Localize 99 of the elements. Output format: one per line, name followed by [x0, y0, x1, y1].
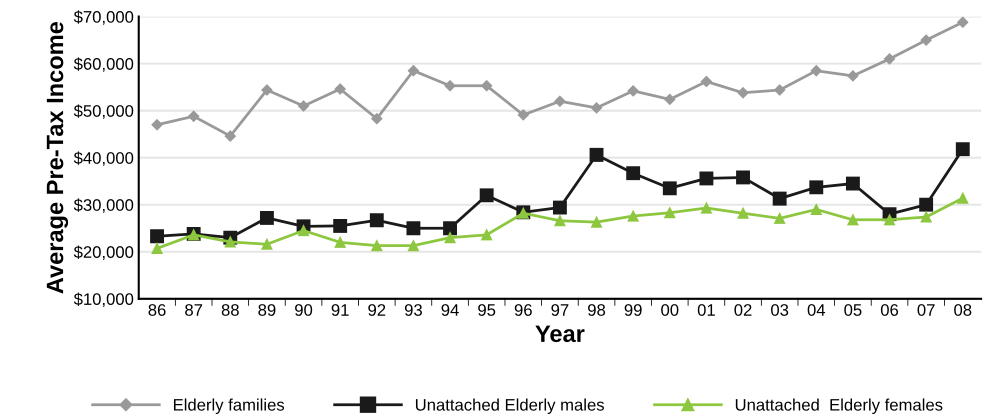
point — [920, 34, 932, 46]
x-tick-label: 05 — [844, 304, 862, 316]
y-tick-label: $70,000 — [74, 10, 134, 25]
point — [518, 208, 529, 219]
point — [444, 232, 456, 244]
point — [847, 70, 859, 82]
point — [150, 229, 164, 244]
point — [334, 83, 346, 95]
point — [774, 212, 786, 224]
point — [590, 102, 602, 114]
point — [444, 80, 456, 92]
x-tick-label: 89 — [258, 304, 276, 316]
point — [847, 214, 858, 226]
point — [700, 202, 712, 214]
point — [809, 180, 824, 194]
x-tick-label: 86 — [148, 304, 166, 316]
point — [554, 96, 566, 107]
y-tick-label: $20,000 — [74, 245, 134, 260]
point — [957, 16, 968, 28]
point — [408, 240, 419, 252]
point — [518, 109, 529, 121]
x-tick-label: 92 — [368, 304, 386, 316]
point — [628, 85, 639, 97]
point — [188, 110, 200, 122]
point — [884, 53, 896, 65]
x-tick-label: 00 — [661, 304, 678, 316]
x-tick-label: 97 — [551, 304, 568, 316]
point — [590, 148, 604, 162]
point — [810, 204, 822, 215]
point — [736, 170, 750, 184]
point — [737, 87, 749, 98]
point — [151, 242, 163, 254]
point — [957, 192, 968, 204]
x-tick-label: 03 — [771, 304, 788, 316]
legend-label: Unattached Elderly males — [416, 398, 604, 414]
point — [333, 218, 348, 233]
point — [626, 166, 640, 180]
point — [919, 198, 934, 212]
point — [406, 221, 420, 236]
y-tick-label: $60,000 — [74, 57, 134, 72]
point — [334, 236, 346, 248]
x-tick-label: 90 — [295, 304, 312, 316]
x-tick-label: 96 — [514, 304, 532, 316]
y-axis-title: Average Pre-Tax Income — [46, 22, 68, 294]
y-tick-label: $40,000 — [74, 151, 134, 166]
point — [298, 225, 310, 236]
point — [810, 65, 822, 76]
x-tick-label: 87 — [185, 304, 202, 316]
point — [224, 236, 236, 248]
point — [188, 229, 200, 240]
point — [371, 240, 382, 252]
point — [774, 84, 786, 96]
x-tick-label: 98 — [588, 304, 606, 316]
point — [884, 214, 896, 226]
point — [699, 171, 714, 186]
point — [443, 221, 457, 236]
point — [151, 119, 163, 130]
point — [664, 94, 676, 105]
y-tick-label: $10,000 — [74, 292, 134, 307]
point — [846, 176, 860, 191]
point — [481, 229, 492, 240]
x-tick-label: 02 — [734, 304, 752, 316]
legend-label: Elderly families — [174, 398, 284, 414]
x-tick-label: 94 — [442, 304, 459, 316]
x-axis-title: Year — [535, 326, 585, 342]
x-tick-label: 91 — [332, 304, 349, 316]
x-tick-label: 08 — [954, 304, 972, 316]
point — [261, 84, 273, 96]
point — [554, 215, 566, 226]
y-tick-label: $30,000 — [74, 198, 134, 213]
point — [772, 192, 787, 206]
point — [662, 181, 677, 196]
point — [552, 200, 567, 214]
x-tick-label: 93 — [404, 304, 422, 316]
y-tick-label: $50,000 — [74, 104, 134, 119]
point — [664, 207, 676, 218]
point — [371, 113, 382, 124]
point — [224, 130, 236, 142]
x-tick-label: 01 — [698, 304, 715, 316]
point — [481, 80, 492, 92]
point — [260, 210, 274, 225]
x-tick-label: 88 — [222, 304, 239, 316]
point — [408, 65, 420, 76]
point — [298, 100, 310, 112]
point — [628, 210, 639, 222]
x-tick-label: 99 — [624, 304, 642, 316]
point — [261, 238, 272, 250]
x-tick-label: 95 — [478, 304, 496, 316]
point — [920, 211, 932, 223]
legend-label: Unattached Elderly females — [736, 398, 942, 414]
point — [480, 188, 494, 202]
point — [700, 76, 712, 88]
point — [370, 213, 384, 228]
point — [956, 142, 970, 156]
x-tick-label: 07 — [918, 304, 935, 316]
point — [590, 216, 602, 228]
x-tick-label: 04 — [808, 304, 826, 316]
point — [737, 208, 749, 219]
x-tick-label: 06 — [880, 304, 898, 316]
